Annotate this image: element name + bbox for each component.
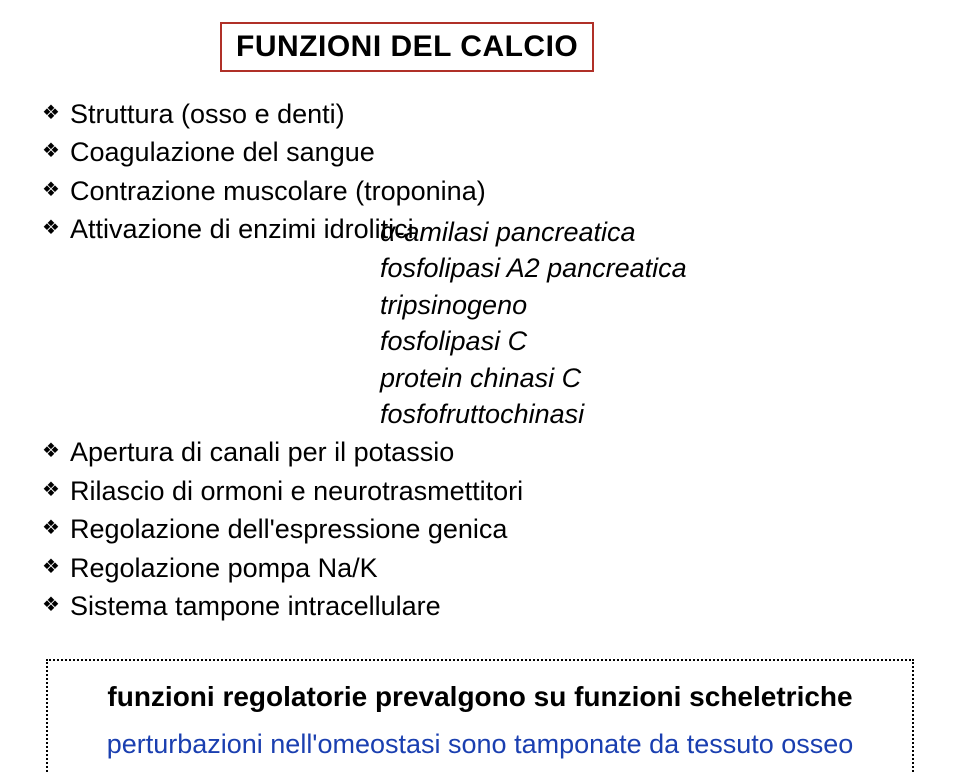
alpha-glyph: α [380,217,395,247]
bullet-icon: ❖ [40,134,70,168]
callout-line-1: funzioni regolatorie prevalgono su funzi… [72,681,888,713]
enzyme-item: protein chinasi C [380,360,920,396]
slide-title: FUNZIONI DEL CALCIO [236,30,578,63]
enzyme-item: tripsinogeno [380,287,920,323]
enzyme-item: fosfofruttochinasi [380,396,920,432]
list-item: ❖ Regolazione dell'espressione genica [40,511,920,547]
bullet-icon: ❖ [40,96,70,130]
slide: FUNZIONI DEL CALCIO ❖ Struttura (osso e … [0,0,960,772]
enzyme-text: -amilasi pancreatica [395,217,635,247]
bullet-icon: ❖ [40,473,70,507]
bullet-icon: ❖ [40,550,70,584]
bullet-text: Regolazione pompa Na/K [70,550,920,586]
list-item: ❖ Contrazione muscolare (troponina) [40,173,920,209]
title-box: FUNZIONI DEL CALCIO [220,22,594,72]
bullet-text: Regolazione dell'espressione genica [70,511,920,547]
bullet-icon: ❖ [40,211,70,245]
bullet-text: Rilascio di ormoni e neurotrasmettitori [70,473,920,509]
list-item: ❖ Sistema tampone intracellulare [40,588,920,624]
bullet-list: ❖ Struttura (osso e denti) ❖ Coagulazion… [40,96,920,625]
bullet-icon: ❖ [40,511,70,545]
bullet-text: Sistema tampone intracellulare [70,588,920,624]
enzyme-item: fosfolipasi A2 pancreatica [380,250,920,286]
list-item: ❖ Coagulazione del sangue [40,134,920,170]
bullet-text: Apertura di canali per il potassio [70,434,920,470]
list-item: ❖ Apertura di canali per il potassio [40,434,920,470]
bullet-icon: ❖ [40,173,70,207]
enzyme-item: fosfolipasi C [380,323,920,359]
bullet-icon: ❖ [40,434,70,468]
bullet-text: Coagulazione del sangue [70,134,920,170]
list-item: ❖ Rilascio di ormoni e neurotrasmettitor… [40,473,920,509]
list-item: ❖ Struttura (osso e denti) [40,96,920,132]
bullet-icon: ❖ [40,588,70,622]
list-item: ❖ Regolazione pompa Na/K [40,550,920,586]
bullet-text: Struttura (osso e denti) [70,96,920,132]
callout-box: funzioni regolatorie prevalgono su funzi… [46,659,914,772]
bullet-text: Contrazione muscolare (troponina) [70,173,920,209]
callout-line-2: perturbazioni nell'omeostasi sono tampon… [72,729,888,760]
